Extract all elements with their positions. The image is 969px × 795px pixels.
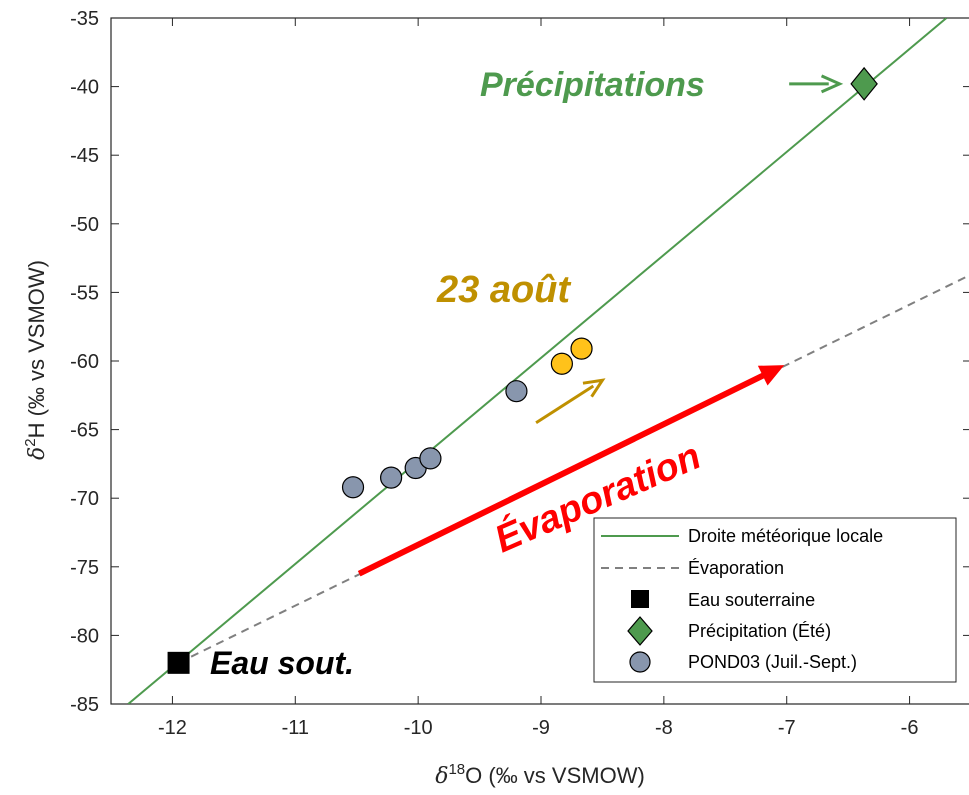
points-layer xyxy=(167,66,878,674)
legend-label-precipitation: Précipitation (Été) xyxy=(688,621,831,641)
legend-label-groundwater: Eau souterraine xyxy=(688,590,815,610)
meteoric-water-line xyxy=(127,18,948,704)
legend-symbol-precipitation xyxy=(627,616,653,646)
pond03-point xyxy=(419,447,442,470)
x-axis-label: δ18O (‰ vs VSMOW) xyxy=(435,761,645,789)
pond03-point xyxy=(505,380,528,403)
x-tick-label: -7 xyxy=(778,717,796,739)
precipitation-arrow-head xyxy=(820,74,844,94)
annotation-precipitations: Précipitations xyxy=(480,66,705,104)
aout-point xyxy=(550,352,573,375)
x-tick-label: -12 xyxy=(158,717,187,739)
aout-arrow xyxy=(535,384,595,425)
precipitation-point xyxy=(850,66,878,101)
aout-point xyxy=(570,337,593,360)
arrows-layer xyxy=(357,74,844,577)
y-tick-label: -80 xyxy=(70,625,99,647)
aout-arrow-head xyxy=(582,378,606,398)
y-tick-label: -70 xyxy=(70,488,99,510)
x-tick-label: -11 xyxy=(282,717,309,739)
evaporation-arrow-head xyxy=(757,365,785,386)
legend-label-meteoric-line: Droite météorique locale xyxy=(688,526,883,546)
pond03-point xyxy=(341,476,365,499)
y-tick-label: -45 xyxy=(70,145,99,167)
legend-label-evaporation: Évaporation xyxy=(688,558,784,578)
x-tick-label: -9 xyxy=(532,717,550,739)
y-tick-label: -60 xyxy=(70,351,99,373)
y-tick-label: -75 xyxy=(70,557,99,579)
legend-symbol-pond03 xyxy=(629,651,651,673)
legend-symbol-groundwater xyxy=(631,590,649,608)
legend: Droite météorique locale Évaporation Eau… xyxy=(593,517,957,683)
x-tick-label: -10 xyxy=(404,717,433,739)
annotation-23-aout: 23 août xyxy=(436,269,571,311)
legend-label-pond03: POND03 (Juil.-Sept.) xyxy=(688,652,857,672)
y-tick-label: -35 xyxy=(70,8,99,30)
y-tick-label: -55 xyxy=(70,282,99,304)
y-axis-label: δ2H (‰ vs VSMOW) xyxy=(22,260,50,460)
groundwater-point xyxy=(167,651,190,674)
pond03-point xyxy=(380,466,403,489)
y-tick-label: -50 xyxy=(70,214,99,236)
x-tick-label: -6 xyxy=(901,717,919,739)
legend-box xyxy=(593,517,957,683)
axes-ticks: -12 -11 -10 -9 -8 -7 -6 -35 -40 -45 -50 -55 -60 -65 -7… xyxy=(70,8,969,739)
evaporation-arrow xyxy=(357,368,773,577)
y-tick-label: -85 xyxy=(70,694,99,716)
annotation-eau-sout: Eau sout. xyxy=(210,645,354,681)
y-tick-label: -40 xyxy=(70,77,99,99)
y-tick-label: -65 xyxy=(70,420,99,442)
x-tick-label: -8 xyxy=(655,717,673,739)
